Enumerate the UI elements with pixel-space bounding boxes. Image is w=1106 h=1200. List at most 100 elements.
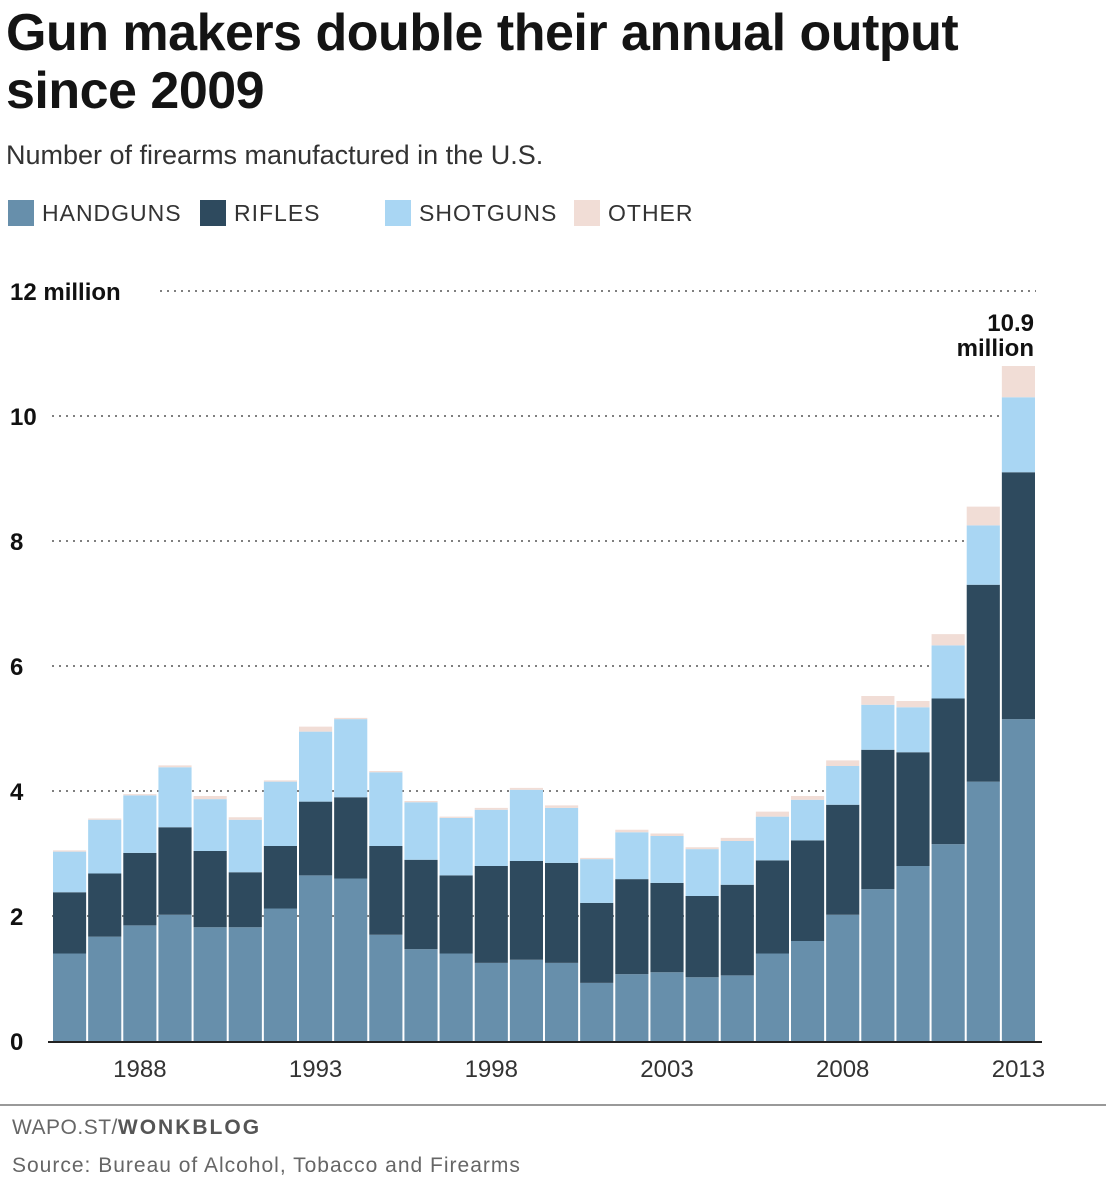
bar-handguns-1993	[299, 875, 333, 1041]
bar-rifles-1989	[158, 827, 192, 915]
legend-swatch-handguns	[8, 200, 34, 226]
bar-shotguns-2006	[755, 816, 789, 861]
bar-other-1997	[439, 816, 473, 818]
bar-shotguns-1996	[404, 802, 438, 860]
y-tick-label: 2	[10, 904, 23, 931]
bar-shotguns-2009	[861, 704, 895, 750]
bar-rifles-2006	[755, 860, 789, 954]
bar-other-1986	[53, 850, 87, 852]
bar-handguns-2010	[896, 866, 930, 1041]
bar-shotguns-1990	[193, 799, 227, 851]
bar-handguns-2003	[650, 972, 684, 1041]
bar-rifles-2009	[861, 749, 895, 890]
chart-subtitle: Number of firearms manufactured in the U…	[6, 140, 544, 170]
bar-shotguns-1986	[53, 851, 87, 893]
bar-other-1989	[158, 765, 192, 768]
legend-item-rifles: RIFLES	[200, 198, 321, 228]
bar-other-2013	[1001, 366, 1035, 398]
bar-rifles-1994	[334, 797, 368, 879]
bar-other-2005	[720, 837, 754, 841]
bar-shotguns-2013	[1001, 397, 1035, 473]
bar-rifles-1999	[509, 861, 543, 960]
bar-shotguns-2005	[720, 841, 754, 885]
bar-other-1995	[369, 771, 403, 773]
x-tick-label: 1988	[113, 1056, 166, 1083]
bar-rifles-1996	[404, 859, 438, 950]
legend-label-handguns: HANDGUNS	[42, 199, 182, 226]
legend-item-other: OTHER	[574, 198, 694, 228]
bar-shotguns-2011	[931, 645, 965, 699]
bar-shotguns-1994	[334, 719, 368, 798]
bar-rifles-1993	[299, 801, 333, 876]
bar-rifles-1990	[193, 851, 227, 928]
bar-shotguns-2012	[966, 525, 1000, 585]
bar-other-1987	[88, 818, 122, 820]
chart-title: Gun makers double their annual output si…	[6, 4, 959, 120]
bar-handguns-1994	[334, 878, 368, 1041]
bar-handguns-2012	[966, 781, 1000, 1041]
y-tick-label: 12 million	[10, 279, 121, 306]
total-annotation-value: 10.9	[987, 310, 1034, 337]
bar-handguns-2006	[755, 953, 789, 1041]
bar-shotguns-2000	[545, 807, 579, 863]
bar-handguns-1997	[439, 953, 473, 1041]
y-tick-label: 4	[10, 779, 24, 806]
bar-rifles-1988	[123, 852, 157, 926]
y-tick-label: 0	[10, 1029, 23, 1056]
y-tick-label: 8	[10, 529, 23, 556]
bar-handguns-1996	[404, 949, 438, 1041]
bar-rifles-1991	[228, 872, 262, 928]
footer-divider	[0, 1104, 1106, 1106]
bar-handguns-2004	[685, 977, 719, 1041]
bar-handguns-1992	[263, 908, 297, 1041]
bar-other-2003	[650, 833, 684, 836]
bar-shotguns-2007	[791, 799, 825, 841]
bar-rifles-2011	[931, 698, 965, 845]
bar-shotguns-1999	[509, 789, 543, 861]
bar-rifles-2013	[1001, 472, 1035, 720]
total-annotation-unit: million	[957, 335, 1034, 362]
y-tick-label: 6	[10, 654, 23, 681]
bar-other-2011	[931, 634, 965, 646]
x-tick-label: 1993	[289, 1056, 342, 1083]
bar-rifles-2012	[966, 584, 1000, 782]
bar-other-1998	[474, 807, 508, 810]
legend-label-shotguns: SHOTGUNS	[419, 199, 558, 226]
bar-handguns-1989	[158, 914, 192, 1041]
bar-other-1988	[123, 794, 157, 796]
credit: WAPO.ST/WONKBLOG	[12, 1116, 261, 1140]
bar-shotguns-1992	[263, 781, 297, 846]
bar-rifles-2005	[720, 884, 754, 976]
bar-other-1999	[509, 787, 543, 790]
x-tick-label: 2013	[992, 1056, 1045, 1083]
bar-other-2012	[966, 506, 1000, 526]
bar-shotguns-1995	[369, 772, 403, 846]
bar-rifles-1997	[439, 875, 473, 954]
credit-brand: WONKBLOG	[117, 1116, 262, 1139]
bar-handguns-2001	[580, 982, 614, 1041]
bar-other-2010	[896, 701, 930, 708]
bar-other-2002	[615, 829, 649, 833]
bar-handguns-1999	[509, 959, 543, 1041]
bar-rifles-2010	[896, 752, 930, 866]
bar-shotguns-2008	[826, 766, 860, 805]
bar-shotguns-1987	[88, 819, 122, 874]
bar-rifles-1987	[88, 873, 122, 937]
legend-swatch-rifles	[200, 200, 226, 226]
bar-other-2007	[791, 796, 825, 800]
bar-handguns-1986	[53, 953, 87, 1041]
x-tick-label: 2008	[816, 1056, 869, 1083]
legend-item-handguns: HANDGUNS	[8, 198, 182, 228]
bar-other-2008	[826, 760, 860, 766]
bar-rifles-2003	[650, 882, 684, 973]
bar-shotguns-2004	[685, 849, 719, 896]
bar-handguns-2005	[720, 975, 754, 1041]
bar-handguns-2000	[545, 962, 579, 1041]
bar-shotguns-2001	[580, 859, 614, 903]
bar-other-1992	[263, 780, 297, 782]
x-tick-label: 1998	[465, 1056, 518, 1083]
bar-handguns-1988	[123, 925, 157, 1041]
bar-handguns-1998	[474, 962, 508, 1041]
bar-handguns-2013	[1001, 719, 1035, 1041]
bar-other-2009	[861, 696, 895, 705]
